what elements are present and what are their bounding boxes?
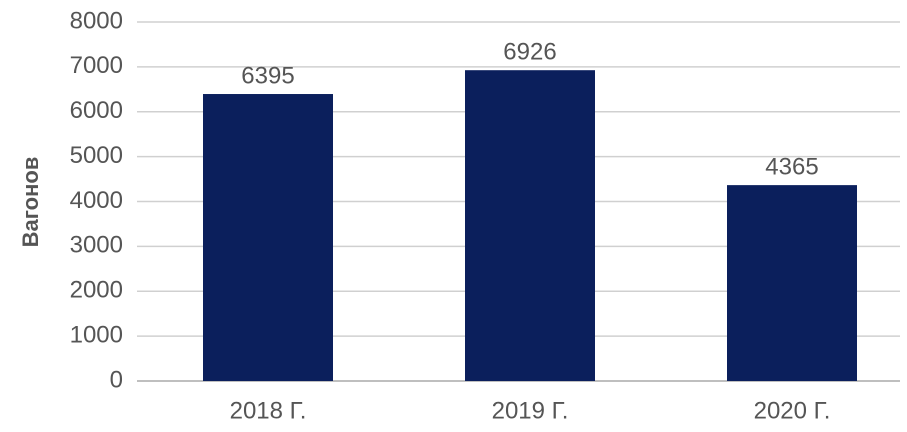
bar xyxy=(727,185,857,381)
y-tick-label: 5000 xyxy=(70,142,123,169)
x-tick-label: 2018 Г. xyxy=(230,397,307,424)
y-tick-label: 2000 xyxy=(70,277,123,304)
data-label: 4365 xyxy=(765,153,818,180)
y-tick-label: 0 xyxy=(110,366,123,393)
bar xyxy=(203,94,333,381)
y-tick-label: 8000 xyxy=(70,7,123,34)
y-tick-label: 1000 xyxy=(70,321,123,348)
y-tick-label: 4000 xyxy=(70,187,123,214)
bar xyxy=(465,70,595,382)
y-axis-label: Вагонов xyxy=(18,157,43,248)
data-label: 6926 xyxy=(503,39,556,66)
y-tick-label: 7000 xyxy=(70,52,123,79)
y-tick-label: 3000 xyxy=(70,232,123,259)
x-tick-label: 2019 Г. xyxy=(492,397,569,424)
y-tick-label: 6000 xyxy=(70,97,123,124)
data-label: 6395 xyxy=(241,62,294,89)
x-tick-label: 2020 Г. xyxy=(754,397,831,424)
